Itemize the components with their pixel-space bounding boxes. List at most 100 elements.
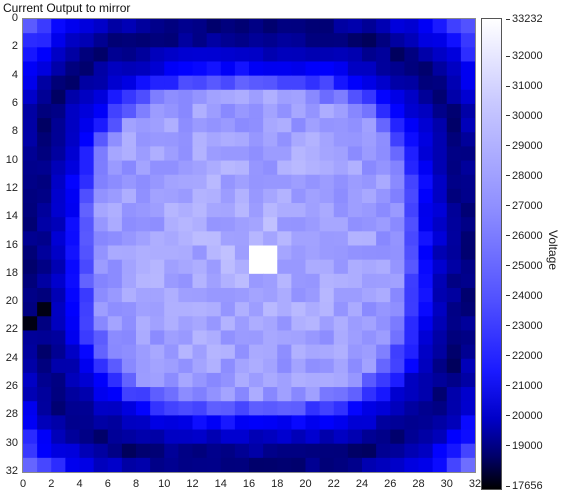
heatmap-cell [291, 316, 307, 332]
heatmap-cell [121, 103, 137, 119]
heatmap-cell [362, 330, 377, 346]
heatmap-cell [234, 33, 250, 48]
heatmap-cell [319, 75, 335, 91]
heatmap-cell [107, 415, 123, 431]
heatmap-cell [277, 19, 292, 34]
heatmap-cell [432, 188, 448, 204]
heatmap-cell [37, 89, 52, 105]
heatmap-cell [418, 457, 434, 472]
heatmap-cell [93, 61, 109, 77]
y-tick-label: 26 [5, 380, 18, 393]
heatmap-cell [206, 273, 222, 289]
heatmap-cell [136, 19, 151, 34]
colorbar-tick-label: 26000 [506, 230, 543, 242]
heatmap-cell [376, 19, 391, 34]
heatmap-cell [376, 287, 391, 303]
heatmap-cell [37, 160, 52, 176]
heatmap-cell [37, 316, 52, 332]
heatmap-cell [23, 401, 38, 416]
heatmap-cell [65, 457, 81, 472]
heatmap-cell [277, 387, 292, 402]
heatmap-cell [93, 429, 109, 445]
heatmap-cell [37, 188, 52, 204]
colorbar[interactable] [481, 18, 502, 490]
heatmap-cell [446, 174, 462, 190]
heatmap-cell [220, 457, 236, 472]
heatmap-cell [150, 203, 165, 218]
heatmap-cell [263, 287, 278, 303]
heatmap-cell [305, 132, 321, 148]
heatmap-cell [404, 245, 420, 261]
heatmap-cell [178, 316, 194, 332]
y-tick-label: 20 [5, 295, 18, 308]
heatmap-cell [249, 344, 264, 360]
heatmap-cell [51, 19, 66, 34]
heatmap-cell [234, 387, 250, 402]
heatmap-cell [432, 358, 448, 374]
heatmap-cell [432, 61, 448, 77]
heatmap-cell [220, 89, 236, 105]
heatmap-cell [333, 174, 349, 190]
heatmap-cell [178, 33, 194, 48]
heatmap-cell [277, 203, 292, 218]
heatmap-cell [432, 118, 448, 133]
heatmap-cell [305, 358, 321, 374]
heatmap-cell [291, 217, 307, 232]
heatmap-cell [51, 103, 66, 119]
heatmap-cell [65, 387, 81, 402]
heatmap-cell [150, 89, 165, 105]
heatmap-cell [263, 103, 278, 119]
heatmap-cell [305, 103, 321, 119]
heatmap-cell [249, 33, 264, 48]
heatmap-cell [362, 358, 377, 374]
heatmap-cell [220, 203, 236, 218]
heatmap-cell [460, 160, 475, 176]
heatmap-cell [333, 132, 349, 148]
heatmap-cell [150, 387, 165, 402]
heatmap-cell [164, 443, 179, 459]
heatmap-cell [390, 231, 405, 247]
heatmap-cell [418, 330, 434, 346]
heatmap-cell [446, 217, 462, 232]
heatmap-cell [178, 160, 194, 176]
heatmap-cell [206, 358, 222, 374]
heatmap-cell [347, 387, 363, 402]
heatmap-cell [23, 118, 38, 133]
heatmap-cell [234, 273, 250, 289]
heatmap-cell [23, 443, 38, 459]
heatmap-cell [319, 245, 335, 261]
heatmap-cell [277, 259, 292, 275]
heatmap-plot-area[interactable] [22, 18, 476, 473]
heatmap-cell [65, 75, 81, 91]
heatmap-cell [319, 160, 335, 176]
heatmap-cell [93, 103, 109, 119]
heatmap-cell [178, 203, 194, 218]
heatmap-cell [347, 429, 363, 445]
heatmap-cell [404, 33, 420, 48]
heatmap-cell [404, 47, 420, 63]
heatmap-cell [460, 61, 475, 77]
heatmap-cell [347, 372, 363, 388]
heatmap-cell [107, 287, 123, 303]
heatmap-cell [404, 273, 420, 289]
heatmap-cell [150, 103, 165, 119]
heatmap-cell [206, 259, 222, 275]
heatmap-cell [319, 344, 335, 360]
heatmap-cell [23, 259, 38, 275]
heatmap-cell [37, 387, 52, 402]
heatmap-cell [93, 457, 109, 472]
heatmap-cell [277, 89, 292, 105]
heatmap-cell [164, 302, 179, 317]
heatmap-cell [277, 344, 292, 360]
heatmap-cell [249, 415, 264, 431]
heatmap-cell [291, 287, 307, 303]
heatmap-cell [51, 160, 66, 176]
heatmap-cell [347, 19, 363, 34]
heatmap-cell [37, 344, 52, 360]
heatmap-cell [23, 33, 38, 48]
heatmap-cell [121, 273, 137, 289]
heatmap-cell [178, 217, 194, 232]
heatmap-cell [136, 203, 151, 218]
heatmap-cell [432, 330, 448, 346]
heatmap-cell [249, 217, 264, 232]
